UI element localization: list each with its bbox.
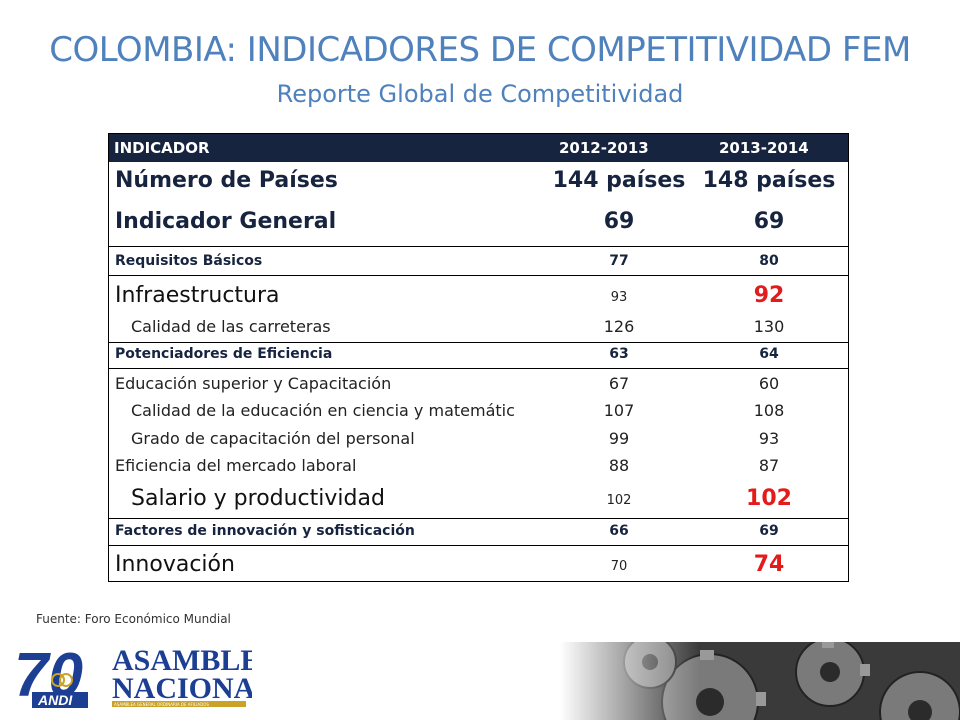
row-value-2012: 69 <box>603 209 635 234</box>
row-label: Infraestructura <box>115 283 280 308</box>
row-label: Eficiencia del mercado laboral <box>115 456 357 475</box>
table-row: Calidad de las carreteras 126 130 <box>109 317 848 337</box>
table-row: Eficiencia del mercado laboral 88 87 <box>109 456 848 476</box>
row-value-2012: 67 <box>608 374 630 393</box>
row-value-2012: 102 <box>606 493 632 508</box>
header-indicator: INDICADOR <box>114 139 210 157</box>
table-row: Indicador General 69 69 <box>109 209 848 239</box>
divider <box>109 368 848 369</box>
row-label: Grado de capacitación del personal <box>131 429 415 448</box>
row-value-2013: 102 <box>746 486 792 511</box>
header-2013-2014: 2013-2014 <box>719 139 809 157</box>
indicators-table: INDICADOR 2012-2013 2013-2014 Número de … <box>108 133 849 582</box>
row-value-2013: 108 <box>753 401 785 420</box>
table-row: Grado de capacitación del personal 99 93 <box>109 429 848 449</box>
table-row: Factores de innovación y sofisticación 6… <box>109 523 848 543</box>
row-value-2012: 63 <box>609 346 629 362</box>
row-label: Innovación <box>115 552 235 577</box>
table-row: Infraestructura 93 92 <box>109 283 848 311</box>
logo-line2: NACIONAL <box>112 672 252 705</box>
table-row: Calidad de la educación en ciencia y mat… <box>109 401 848 421</box>
table-row: Potenciadores de Eficiencia 63 64 <box>109 346 848 366</box>
divider <box>109 518 848 519</box>
row-value-2013: 60 <box>758 374 780 393</box>
row-value-2012: 77 <box>609 253 629 269</box>
row-label: Calidad de las carreteras <box>131 317 331 336</box>
header-2012-2013: 2012-2013 <box>559 139 649 157</box>
logo-tagline: ASAMBLEA GENERAL ORDINARIA DE AFILIADOS <box>114 702 209 707</box>
row-value-2012: 144 países <box>552 168 686 193</box>
row-label: Potenciadores de Eficiencia <box>115 346 333 362</box>
row-label: Número de Países <box>115 168 338 193</box>
table-row: Educación superior y Capacitación 67 60 <box>109 374 848 394</box>
table-row: Requisitos Básicos 77 80 <box>109 253 848 273</box>
row-value-2012: 99 <box>608 429 630 448</box>
table-row: Innovación 70 74 <box>109 552 848 580</box>
row-label: Indicador General <box>115 209 337 234</box>
divider <box>109 275 848 276</box>
gears-image <box>560 635 960 724</box>
row-value-2013: 93 <box>758 429 780 448</box>
divider <box>109 545 848 546</box>
row-label: Factores de innovación y sofisticación <box>115 523 415 539</box>
table-row: Número de Países 144 países 148 países <box>109 168 848 198</box>
divider <box>109 246 848 247</box>
row-value-2013: 69 <box>759 523 779 539</box>
row-value-2012: 70 <box>610 559 628 574</box>
table-header: INDICADOR 2012-2013 2013-2014 <box>109 134 848 162</box>
divider <box>109 342 848 343</box>
row-value-2012: 93 <box>610 290 628 305</box>
row-value-2013: 92 <box>753 283 785 308</box>
row-value-2012: 126 <box>603 317 635 336</box>
logo-brand: ANDI <box>37 692 73 708</box>
row-value-2012: 107 <box>603 401 635 420</box>
row-label: Calidad de la educación en ciencia y mat… <box>131 401 515 420</box>
row-value-2013: 74 <box>753 552 785 577</box>
row-value-2013: 69 <box>753 209 785 234</box>
source-note: Fuente: Foro Económico Mundial <box>36 612 231 626</box>
row-value-2013: 64 <box>759 346 779 362</box>
table-row: Salario y productividad 102 102 <box>109 486 848 514</box>
row-value-2012: 88 <box>608 456 630 475</box>
row-value-2013: 87 <box>758 456 780 475</box>
row-label: Educación superior y Capacitación <box>115 374 392 393</box>
page-title: COLOMBIA: INDICADORES DE COMPETITIVIDAD … <box>49 30 911 70</box>
row-value-2013: 148 países <box>702 168 836 193</box>
row-value-2012: 66 <box>609 523 629 539</box>
row-value-2013: 80 <box>759 253 779 269</box>
row-label: Salario y productividad <box>131 486 385 511</box>
andi-logo: 70 ANDI ASAMBLEA NACIONAL ASAMBLEA GENER… <box>12 640 282 710</box>
row-label: Requisitos Básicos <box>115 253 263 269</box>
page-subtitle: Reporte Global de Competitividad <box>276 80 684 108</box>
row-value-2013: 130 <box>753 317 785 336</box>
